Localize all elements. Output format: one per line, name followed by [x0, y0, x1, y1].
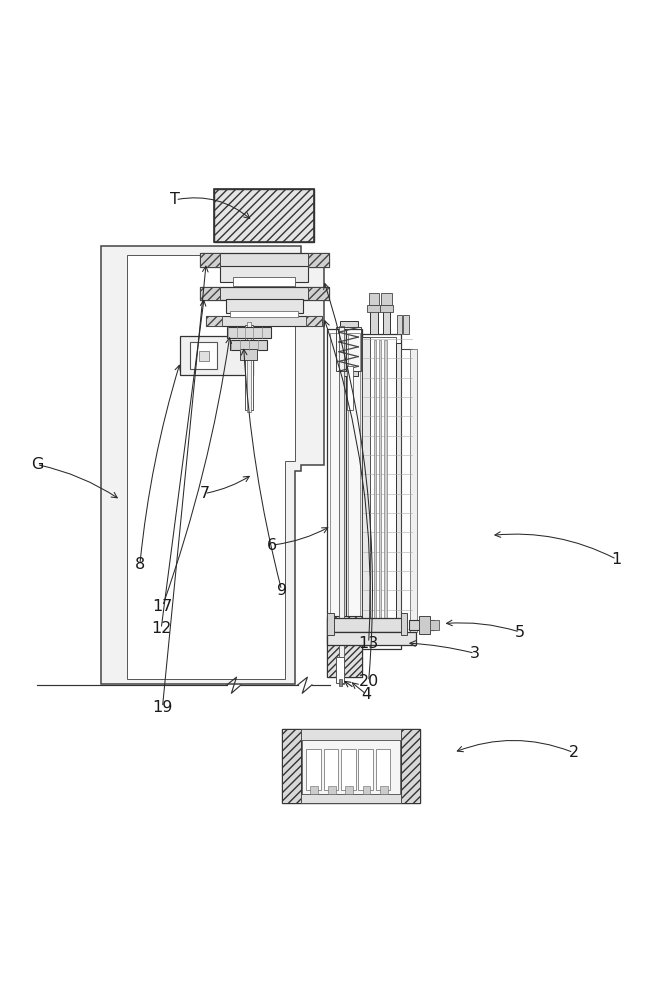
Text: 4: 4: [362, 687, 372, 702]
Bar: [247, 322, 250, 412]
Bar: [367, 305, 380, 312]
Bar: [408, 620, 434, 630]
Bar: [226, 299, 303, 313]
Bar: [301, 729, 400, 740]
Text: 12: 12: [151, 621, 171, 636]
Bar: [397, 315, 402, 334]
Bar: [214, 189, 314, 242]
Bar: [281, 729, 420, 803]
Bar: [190, 342, 217, 369]
Bar: [281, 729, 301, 803]
Bar: [324, 749, 338, 790]
Bar: [221, 266, 308, 282]
Bar: [341, 749, 356, 790]
Bar: [308, 287, 329, 300]
Bar: [362, 786, 371, 794]
Bar: [308, 253, 329, 267]
Polygon shape: [127, 255, 294, 679]
Bar: [347, 366, 353, 410]
Bar: [245, 325, 252, 410]
Bar: [400, 729, 420, 803]
Bar: [200, 253, 329, 267]
Bar: [370, 310, 378, 334]
Bar: [374, 340, 377, 642]
Bar: [358, 749, 373, 790]
Bar: [345, 786, 353, 794]
Bar: [348, 333, 360, 674]
Bar: [430, 620, 439, 630]
Bar: [369, 293, 379, 305]
Bar: [400, 349, 412, 632]
Bar: [327, 613, 334, 635]
Text: G: G: [30, 457, 43, 472]
Bar: [230, 340, 267, 350]
Text: 20: 20: [358, 674, 378, 689]
Bar: [396, 343, 400, 639]
Bar: [234, 277, 295, 286]
Bar: [380, 786, 388, 794]
Text: 17: 17: [152, 599, 173, 614]
Text: 2: 2: [569, 745, 578, 760]
Bar: [302, 740, 399, 794]
Bar: [336, 327, 361, 371]
Bar: [382, 293, 392, 305]
Bar: [330, 333, 342, 674]
Bar: [199, 351, 209, 361]
Bar: [336, 657, 344, 683]
Bar: [214, 189, 314, 242]
Bar: [339, 679, 342, 686]
Bar: [241, 349, 257, 360]
Bar: [327, 632, 415, 645]
Bar: [200, 253, 221, 267]
Text: 3: 3: [470, 646, 480, 661]
Bar: [327, 616, 362, 677]
Bar: [380, 305, 393, 312]
Bar: [206, 316, 322, 326]
Bar: [339, 326, 344, 684]
Bar: [327, 329, 346, 677]
Bar: [362, 334, 400, 649]
Text: 5: 5: [515, 625, 525, 640]
Text: 8: 8: [135, 557, 145, 572]
Bar: [384, 340, 387, 642]
Bar: [383, 310, 391, 334]
Bar: [200, 287, 329, 300]
Bar: [230, 311, 298, 317]
Text: 9: 9: [276, 583, 287, 598]
Text: T: T: [170, 192, 181, 207]
Bar: [419, 616, 430, 634]
Bar: [370, 337, 396, 645]
Bar: [340, 321, 358, 327]
Bar: [340, 371, 358, 376]
Bar: [403, 315, 408, 334]
Bar: [362, 337, 370, 645]
Text: 1: 1: [611, 552, 622, 567]
Bar: [227, 327, 270, 338]
Bar: [311, 786, 318, 794]
Polygon shape: [101, 246, 324, 684]
Bar: [327, 618, 402, 632]
Bar: [346, 329, 362, 677]
Bar: [376, 749, 391, 790]
Bar: [306, 749, 321, 790]
Text: 6: 6: [267, 538, 277, 553]
Bar: [400, 613, 407, 635]
Text: 7: 7: [199, 486, 210, 501]
Bar: [206, 316, 223, 326]
Bar: [301, 794, 400, 803]
Text: 13: 13: [358, 636, 378, 651]
Bar: [328, 786, 336, 794]
Bar: [200, 287, 221, 300]
Bar: [306, 316, 322, 326]
Bar: [410, 349, 417, 632]
Bar: [181, 336, 252, 375]
Text: 19: 19: [152, 700, 173, 715]
Bar: [379, 340, 382, 642]
